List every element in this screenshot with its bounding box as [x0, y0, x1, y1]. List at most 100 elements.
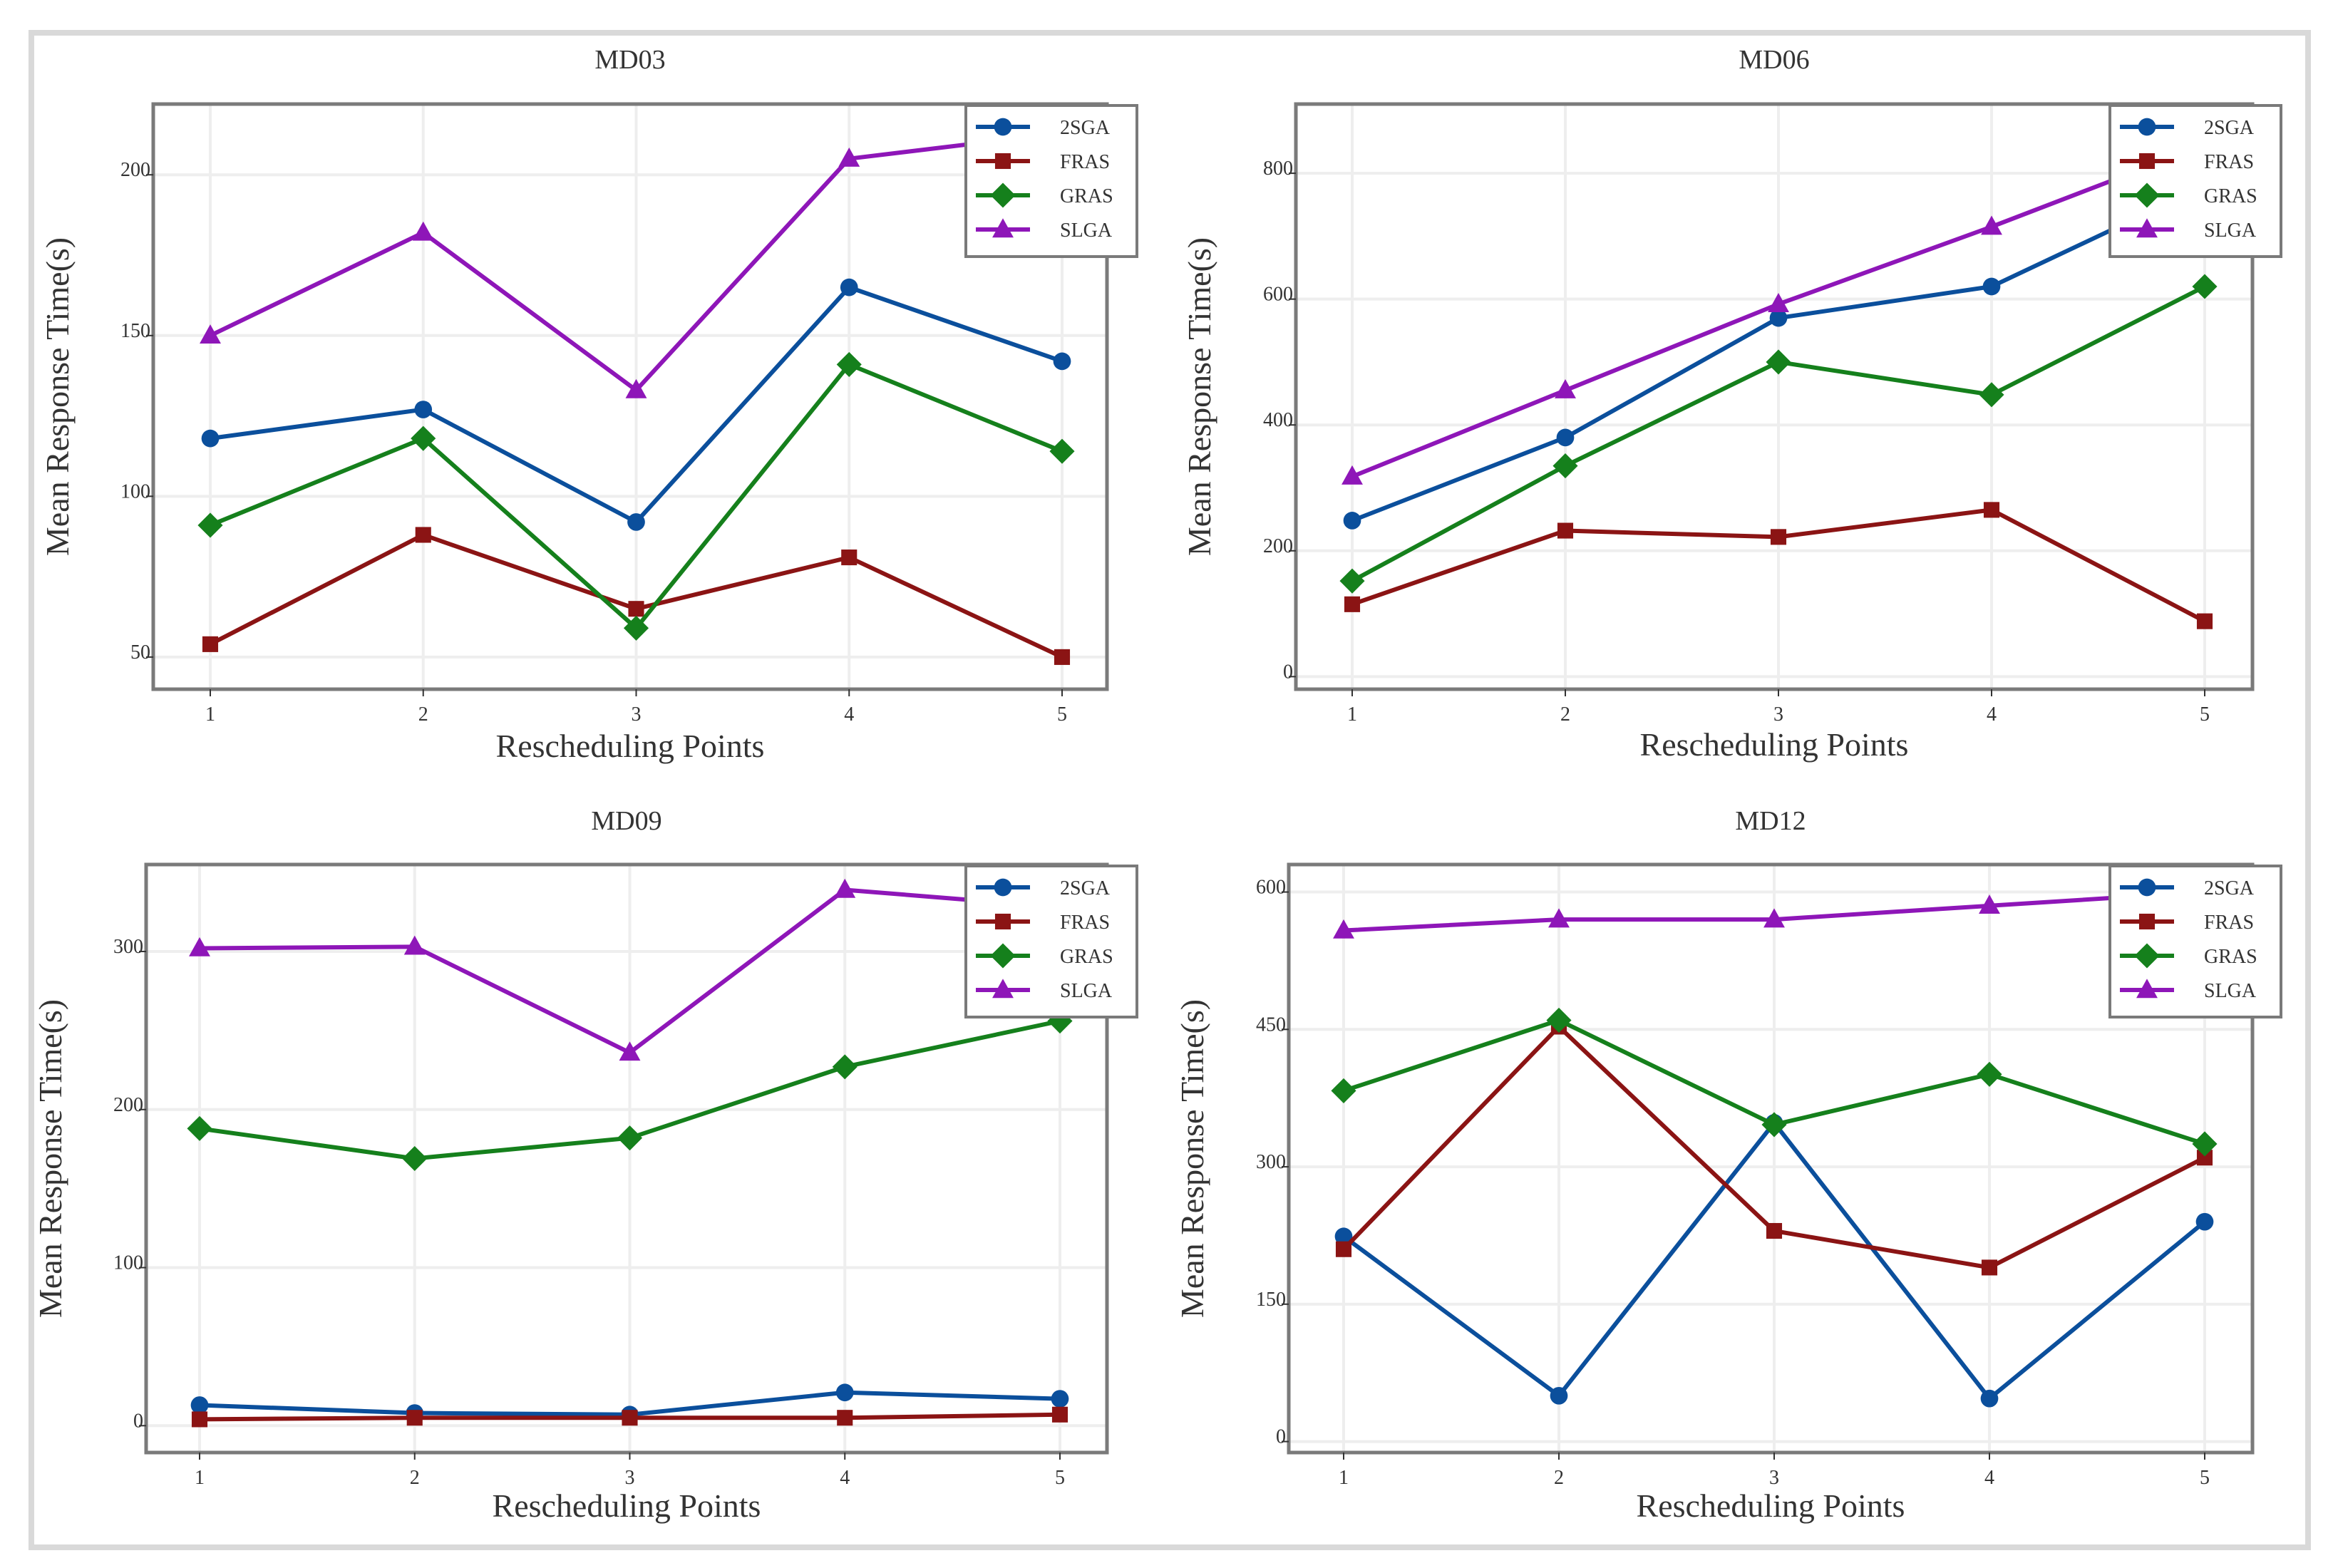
data-point-md12-gras-4	[1977, 1061, 2002, 1087]
data-point-md09-fras-4	[837, 1410, 853, 1426]
y-axis-label-md09: Mean Response Time(s)	[32, 999, 68, 1318]
x-tick-label-md06-5: 5	[2200, 703, 2210, 726]
data-point-md09-gras-4	[832, 1054, 858, 1080]
chart-title-md12: MD12	[1735, 806, 1806, 836]
data-point-md12-gras-3	[1761, 1112, 1787, 1138]
data-point-md06-fras-4	[1983, 502, 2000, 518]
y-tick-label-md09-1: 0	[133, 1410, 143, 1432]
legend-label-md03-2sga: 2SGA	[1060, 117, 1111, 139]
data-point-md03-fras-3	[628, 601, 644, 617]
x-tick-label-md03-4: 4	[844, 703, 854, 726]
legend-label-md09-2sga: 2SGA	[1060, 877, 1111, 899]
data-point-md09-gras-3	[617, 1125, 643, 1151]
x-axis-label-md06: Rescheduling Points	[1640, 726, 1909, 763]
data-point-md03-slga-3	[625, 378, 647, 398]
data-point-md03-gras-2	[411, 425, 436, 451]
data-point-md09-2sga-4	[835, 1383, 854, 1402]
plot-frame-md09	[144, 862, 1109, 1455]
x-tick-label-md03-5: 5	[1057, 703, 1067, 726]
chart-title-md03: MD03	[594, 45, 665, 75]
legend-marker-md09-2sga	[994, 878, 1012, 897]
data-point-md06-gras-5	[2192, 274, 2218, 299]
data-point-md06-fras-5	[2196, 613, 2213, 629]
legend-marker-md06-gras	[2134, 182, 2160, 208]
data-point-md06-fras-1	[1344, 596, 1361, 612]
y-tick-label-md09-3: 200	[113, 1094, 143, 1116]
legend-label-md03-fras: FRAS	[1060, 151, 1110, 173]
data-point-md12-gras-5	[2192, 1131, 2218, 1157]
legend-marker-md12-2sga	[2138, 878, 2156, 897]
legend-marker-md12-gras	[2134, 943, 2160, 969]
x-tick-label-md03-2: 2	[418, 703, 428, 726]
data-point-md03-2sga-5	[1053, 352, 1071, 371]
data-point-md12-2sga-4	[1980, 1389, 1999, 1408]
legend-label-md09-gras: GRAS	[1060, 946, 1113, 968]
data-point-md06-2sga-4	[1982, 277, 2001, 296]
legend-marker-md12-fras	[2138, 913, 2156, 930]
y-tick-label-md12-3: 300	[1256, 1151, 1286, 1173]
y-tick-label-md06-3: 400	[1263, 409, 1293, 431]
panel-md03: 1 2 3 4 5 50 100 150 200 MD03 Rescheduling Points M…	[39, 45, 1138, 764]
data-point-md09-fras-5	[1051, 1406, 1068, 1423]
data-point-md06-2sga-1	[1343, 512, 1361, 530]
legend-label-md06-fras: FRAS	[2204, 151, 2254, 173]
data-point-md12-fras-4	[1981, 1259, 1998, 1276]
data-point-md06-fras-3	[1770, 529, 1787, 545]
plot-area-md09	[146, 865, 1107, 1453]
data-point-md09-2sga-5	[1051, 1390, 1069, 1408]
x-tick-label-md12-3: 3	[1769, 1467, 1779, 1489]
data-point-md03-2sga-1	[201, 429, 220, 448]
data-point-md06-gras-1	[1339, 568, 1365, 594]
data-point-md03-gras-1	[197, 512, 223, 538]
legend-label-md09-slga: SLGA	[1060, 980, 1113, 1002]
legend-label-md12-gras: GRAS	[2204, 946, 2257, 968]
data-point-md12-slga-1	[1333, 919, 1354, 939]
data-point-md12-slga-2	[1548, 908, 1570, 928]
legend-marker-md06-2sga	[2138, 118, 2156, 136]
x-tick-label-md09-5: 5	[1055, 1467, 1065, 1489]
data-point-md03-slga-2	[412, 221, 434, 241]
data-point-md12-fras-5	[2196, 1150, 2213, 1166]
legend-marker-md12-slga	[2136, 979, 2158, 999]
x-tick-label-md12-1: 1	[1339, 1467, 1349, 1489]
legend-label-md06-slga: SLGA	[2204, 220, 2257, 242]
legend-label-md06-2sga: 2SGA	[2204, 117, 2255, 139]
plot-area-md12	[1289, 865, 2252, 1453]
y-tick-label-md09-4: 300	[113, 936, 143, 958]
y-tick-label-md06-2: 200	[1263, 535, 1293, 557]
data-point-md12-slga-3	[1763, 908, 1785, 928]
y-tick-label-md06-1: 0	[1283, 661, 1293, 683]
x-axis-label-md03: Rescheduling Points	[496, 728, 765, 764]
x-tick-label-md09-2: 2	[410, 1467, 420, 1489]
data-point-md09-gras-2	[402, 1145, 428, 1172]
x-tick-label-md12-4: 4	[1984, 1467, 1994, 1489]
data-point-md06-gras-4	[1979, 382, 2004, 408]
y-tick-label-md09-2: 100	[113, 1252, 143, 1274]
y-tick-label-md12-2: 150	[1256, 1289, 1286, 1311]
data-point-md06-gras-2	[1552, 453, 1578, 479]
data-point-md09-slga-3	[619, 1041, 641, 1061]
x-tick-label-md06-2: 2	[1560, 703, 1570, 726]
legend-label-md09-fras: FRAS	[1060, 912, 1110, 934]
legend-md12: 2SGA FRAS GRAS SLGA	[2108, 865, 2282, 1018]
data-point-md09-gras-1	[187, 1115, 212, 1141]
x-tick-label-md09-1: 1	[195, 1467, 205, 1489]
legend-label-md12-fras: FRAS	[2204, 912, 2254, 934]
x-tick-label-md12-2: 2	[1554, 1467, 1564, 1489]
y-tick-label-md03-2: 100	[120, 480, 150, 502]
outer-border	[29, 30, 2311, 1550]
panel-md09: 1 2 3 4 5 0 100 200 300 MD09 Rescheduling Points Me…	[32, 806, 1138, 1524]
data-point-md06-slga-2	[1555, 378, 1576, 398]
legend-marker-md03-slga	[992, 218, 1014, 238]
y-tick-label-md06-4: 600	[1263, 284, 1293, 306]
plot-frame-md03	[151, 102, 1109, 691]
data-point-md12-2sga-2	[1550, 1386, 1568, 1405]
data-point-md03-slga-4	[838, 147, 860, 167]
data-point-md03-fras-1	[202, 636, 219, 652]
data-point-md06-fras-2	[1557, 522, 1574, 539]
y-tick-label-md06-5: 800	[1263, 158, 1293, 180]
data-point-md03-gras-5	[1049, 438, 1075, 464]
legend-md06: 2SGA FRAS GRAS SLGA	[2108, 104, 2282, 258]
data-point-md06-slga-4	[1981, 215, 2002, 235]
